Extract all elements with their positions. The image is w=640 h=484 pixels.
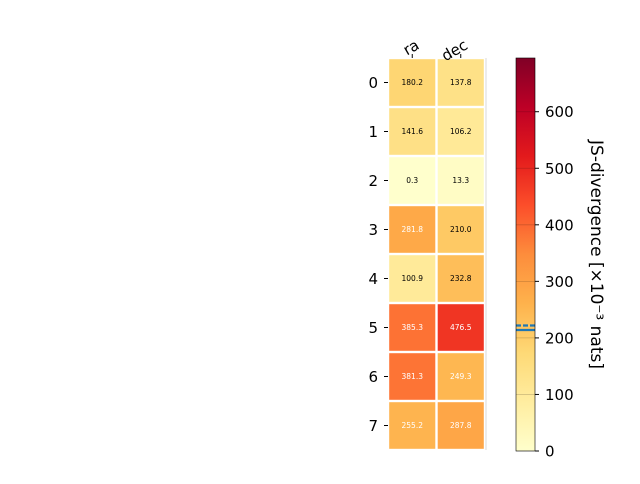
cell-value-label: 249.3	[450, 372, 472, 381]
row-label: 7	[368, 417, 378, 435]
heatmap-cell	[437, 255, 484, 302]
heatmap-area: 180.2 137.8 141.6 106.2 0.3 13.3 281.8 210.0 100…	[368, 36, 487, 450]
heatmap-cell	[437, 108, 484, 155]
colorbar-tick-label: 500	[545, 160, 574, 178]
row-label: 5	[368, 319, 378, 337]
row-label: 2	[368, 172, 378, 190]
colorbar-tick-label: 400	[545, 216, 574, 234]
heatmap-cell	[389, 402, 436, 449]
row-label: 3	[368, 221, 378, 239]
heatmap-cell	[437, 157, 484, 204]
colorbar-tick-label: 0	[545, 443, 555, 461]
cell-value-label: 281.8	[402, 225, 424, 234]
colorbar-frame	[515, 57, 536, 452]
heatmap-cell	[437, 304, 484, 351]
heatmap-cell	[389, 108, 436, 155]
cell-value-label: 232.8	[450, 274, 472, 283]
cell-value-label: 180.2	[402, 78, 424, 87]
row-label: 0	[368, 74, 378, 92]
heatmap-cell	[437, 59, 484, 106]
cell-value-label: 137.8	[450, 78, 472, 87]
row-label: 1	[368, 123, 378, 141]
heatmap-cell	[389, 206, 436, 253]
row-label: 6	[368, 368, 378, 386]
cell-value-label: 476.5	[450, 323, 472, 332]
cell-value-label: 100.9	[402, 274, 424, 283]
column-label: ra	[400, 36, 422, 59]
colorbar-gradient	[516, 58, 535, 451]
heatmap-cell	[389, 255, 436, 302]
cell-value-label: 287.8	[450, 421, 472, 430]
heatmap-cell	[389, 157, 436, 204]
row-label: 4	[368, 270, 378, 288]
heatmap-cell	[389, 304, 436, 351]
colorbar: 0 100 200 300 400 500 600 JS-divergence [×10⁻³ …	[515, 57, 606, 461]
colorbar-tick-label: 100	[545, 386, 574, 404]
heatmap-cell	[389, 59, 436, 106]
cell-value-label: 141.6	[402, 127, 424, 136]
cell-value-label: 385.3	[402, 323, 424, 332]
heatmap-cell	[437, 402, 484, 449]
cell-value-label: 255.2	[402, 421, 424, 430]
cell-value-label: 381.3	[402, 372, 424, 381]
cell-value-label: 13.3	[452, 176, 469, 185]
colorbar-tick-label: 600	[545, 103, 574, 121]
colorbar-tick-label: 300	[545, 273, 574, 291]
heatmap-cell	[437, 353, 484, 400]
cell-value-label: 0.3	[406, 176, 418, 185]
colorbar-label: JS-divergence [×10⁻³ nats]	[586, 139, 606, 369]
colorbar-tick-label: 200	[545, 329, 574, 347]
heatmap-cell	[437, 206, 484, 253]
heatmap-cell	[389, 353, 436, 400]
cell-value-label: 106.2	[450, 127, 472, 136]
cell-value-label: 210.0	[450, 225, 472, 234]
